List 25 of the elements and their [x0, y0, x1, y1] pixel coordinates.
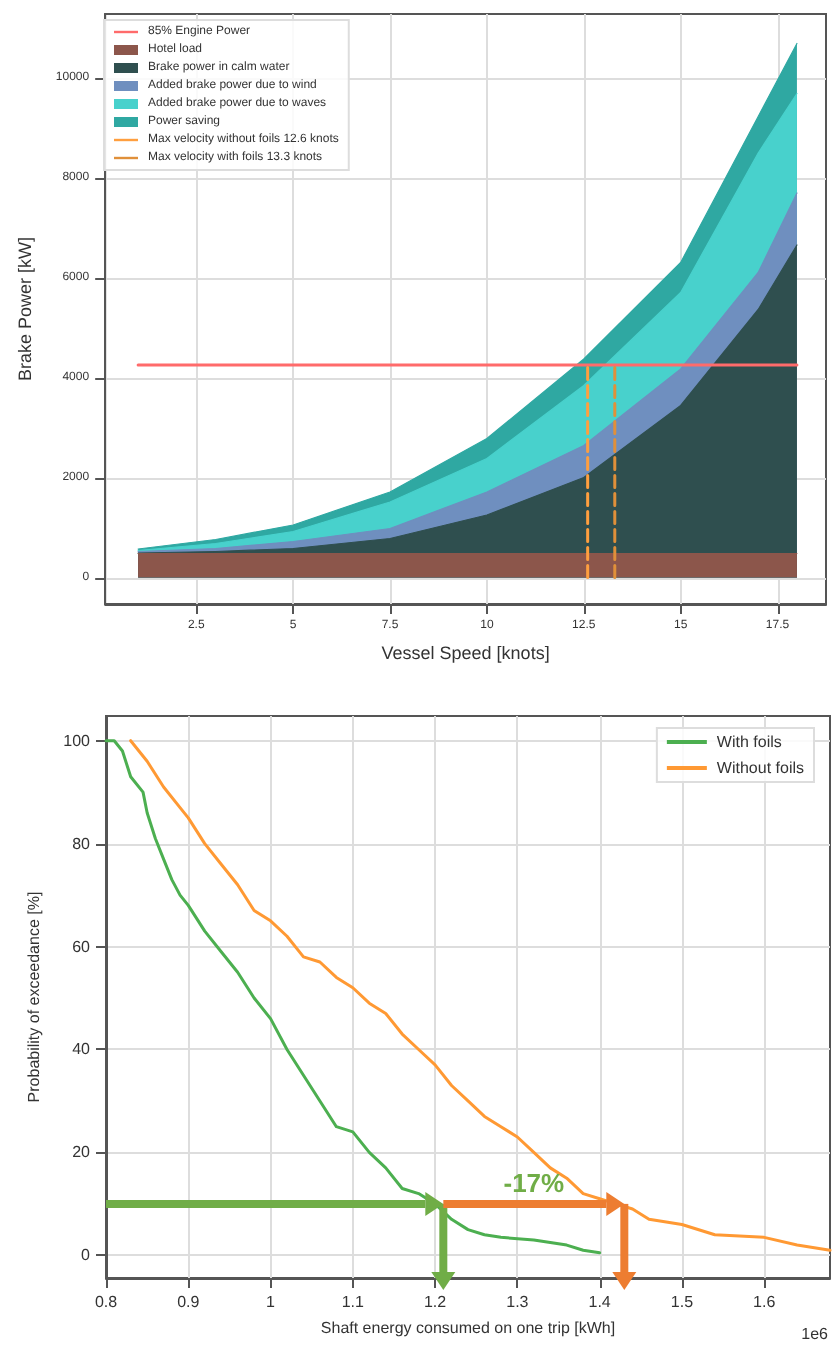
x-axis-title: Shaft energy consumed on one trip [kWh] [320, 1318, 616, 1337]
y-tick-label: 0 [81, 1246, 92, 1265]
line-series [129, 739, 832, 1252]
y-tick-label: 40 [72, 1040, 92, 1059]
annotation: -17% [503, 1167, 566, 1198]
y-tick-label: 20 [72, 1143, 92, 1162]
legend-label: With foils [716, 733, 782, 751]
y-axis-title: Brake Power [kW] [15, 236, 35, 382]
legend-label: Without foils [716, 759, 805, 777]
y-tick-label: 80 [72, 834, 92, 853]
x-tick-label: 1.3 [506, 1293, 530, 1311]
x-tick-label: 1.4 [588, 1293, 612, 1311]
text: 1e6 [801, 1325, 830, 1343]
x-tick-label: 1 [266, 1293, 277, 1311]
x-tick-label: 0.9 [177, 1293, 201, 1311]
line-series [104, 739, 602, 1255]
x-axis-title: Vessel Speed [knots] [381, 643, 550, 663]
y-tick-label: 100 [63, 731, 92, 750]
x-tick-label: 1.6 [753, 1293, 777, 1311]
y-tick-label: 60 [72, 937, 92, 956]
x-tick-label: 1.1 [341, 1293, 366, 1311]
x-tick-label: 0.8 [94, 1293, 119, 1311]
x-tick-label: 1.2 [423, 1293, 448, 1311]
y-axis-title: Probability of exceedance [%] [24, 891, 43, 1103]
x-tick-label: 1.5 [670, 1293, 695, 1311]
